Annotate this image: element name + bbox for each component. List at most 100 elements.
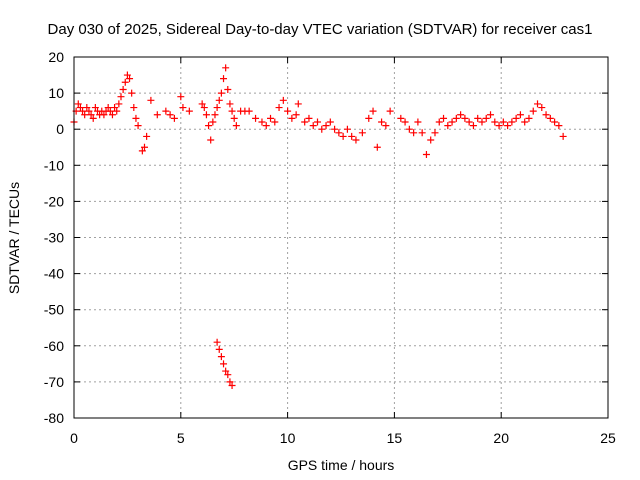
data-point bbox=[427, 136, 435, 144]
x-tick-label: 0 bbox=[70, 430, 78, 446]
x-tick-label: 15 bbox=[387, 430, 403, 446]
data-point bbox=[121, 78, 129, 86]
data-point bbox=[222, 367, 230, 375]
data-point bbox=[224, 371, 232, 379]
data-point bbox=[111, 104, 119, 112]
data-point bbox=[369, 107, 377, 115]
data-point bbox=[301, 118, 309, 126]
data-point bbox=[100, 111, 108, 119]
y-tick-label: 0 bbox=[56, 121, 64, 137]
data-point bbox=[348, 132, 356, 140]
data-point bbox=[418, 129, 426, 137]
data-point bbox=[258, 118, 266, 126]
y-tick-label: -60 bbox=[44, 338, 64, 354]
data-point bbox=[166, 111, 174, 119]
data-point bbox=[431, 129, 439, 137]
data-point bbox=[177, 93, 185, 101]
data-point bbox=[452, 114, 460, 122]
data-point bbox=[422, 150, 430, 158]
data-point bbox=[305, 114, 313, 122]
data-point bbox=[504, 122, 512, 130]
data-point bbox=[162, 107, 170, 115]
data-point bbox=[405, 125, 413, 133]
data-point bbox=[521, 118, 529, 126]
data-point bbox=[482, 114, 490, 122]
data-point bbox=[267, 114, 275, 122]
data-point bbox=[123, 71, 131, 79]
x-tick-label: 25 bbox=[600, 430, 616, 446]
data-point bbox=[373, 143, 381, 151]
data-point bbox=[179, 104, 187, 112]
data-point bbox=[525, 114, 533, 122]
data-point bbox=[108, 111, 116, 119]
grid-layer bbox=[74, 57, 608, 418]
y-tick-label: 20 bbox=[48, 49, 64, 65]
x-tick-label: 20 bbox=[493, 430, 509, 446]
data-point bbox=[508, 118, 516, 126]
data-point bbox=[529, 107, 537, 115]
data-point bbox=[378, 118, 386, 126]
data-point bbox=[104, 104, 112, 112]
data-point bbox=[81, 111, 89, 119]
y-tick-label: -30 bbox=[44, 230, 64, 246]
y-tick-label: -80 bbox=[44, 410, 64, 426]
data-point bbox=[226, 100, 234, 108]
data-point bbox=[224, 85, 232, 93]
x-tick-label: 5 bbox=[177, 430, 185, 446]
data-point bbox=[217, 353, 225, 361]
data-point bbox=[469, 122, 477, 130]
data-point bbox=[147, 96, 155, 104]
y-tick-label: -70 bbox=[44, 374, 64, 390]
data-point bbox=[457, 111, 465, 119]
data-point bbox=[542, 111, 550, 119]
data-point bbox=[284, 107, 292, 115]
data-point bbox=[228, 382, 236, 390]
data-point bbox=[209, 118, 217, 126]
data-point bbox=[555, 122, 563, 130]
data-point bbox=[410, 129, 418, 137]
data-point bbox=[128, 89, 136, 97]
data-point bbox=[491, 118, 499, 126]
data-point bbox=[220, 75, 228, 83]
data-point bbox=[322, 122, 330, 130]
y-tick-label: -40 bbox=[44, 266, 64, 282]
data-point bbox=[202, 111, 210, 119]
data-point bbox=[170, 114, 178, 122]
data-point bbox=[314, 118, 322, 126]
data-point bbox=[228, 107, 236, 115]
data-point bbox=[138, 147, 146, 155]
data-point bbox=[232, 122, 240, 130]
data-point bbox=[185, 107, 193, 115]
data-point bbox=[382, 122, 390, 130]
data-point bbox=[262, 122, 270, 130]
data-point bbox=[358, 129, 366, 137]
data-point bbox=[279, 96, 287, 104]
data-point bbox=[130, 104, 138, 112]
data-point bbox=[495, 122, 503, 130]
data-point bbox=[213, 338, 221, 346]
data-point bbox=[115, 100, 123, 108]
data-point bbox=[140, 143, 148, 151]
data-point bbox=[318, 125, 326, 133]
data-point bbox=[134, 122, 142, 130]
data-point bbox=[200, 104, 208, 112]
data-point bbox=[76, 104, 84, 112]
x-axis-label: GPS time / hours bbox=[288, 457, 395, 473]
data-point bbox=[198, 100, 206, 108]
data-point bbox=[217, 89, 225, 97]
data-point bbox=[126, 75, 134, 83]
data-point bbox=[271, 118, 279, 126]
data-point bbox=[119, 85, 127, 93]
data-point bbox=[226, 378, 234, 386]
data-point bbox=[335, 129, 343, 137]
data-point bbox=[331, 125, 339, 133]
data-point bbox=[79, 107, 87, 115]
data-point bbox=[87, 111, 95, 119]
data-point bbox=[215, 96, 223, 104]
data-point bbox=[365, 114, 373, 122]
data-point bbox=[207, 136, 215, 144]
data-point bbox=[534, 100, 542, 108]
data-point bbox=[546, 114, 554, 122]
data-point bbox=[288, 114, 296, 122]
data-point bbox=[512, 114, 520, 122]
